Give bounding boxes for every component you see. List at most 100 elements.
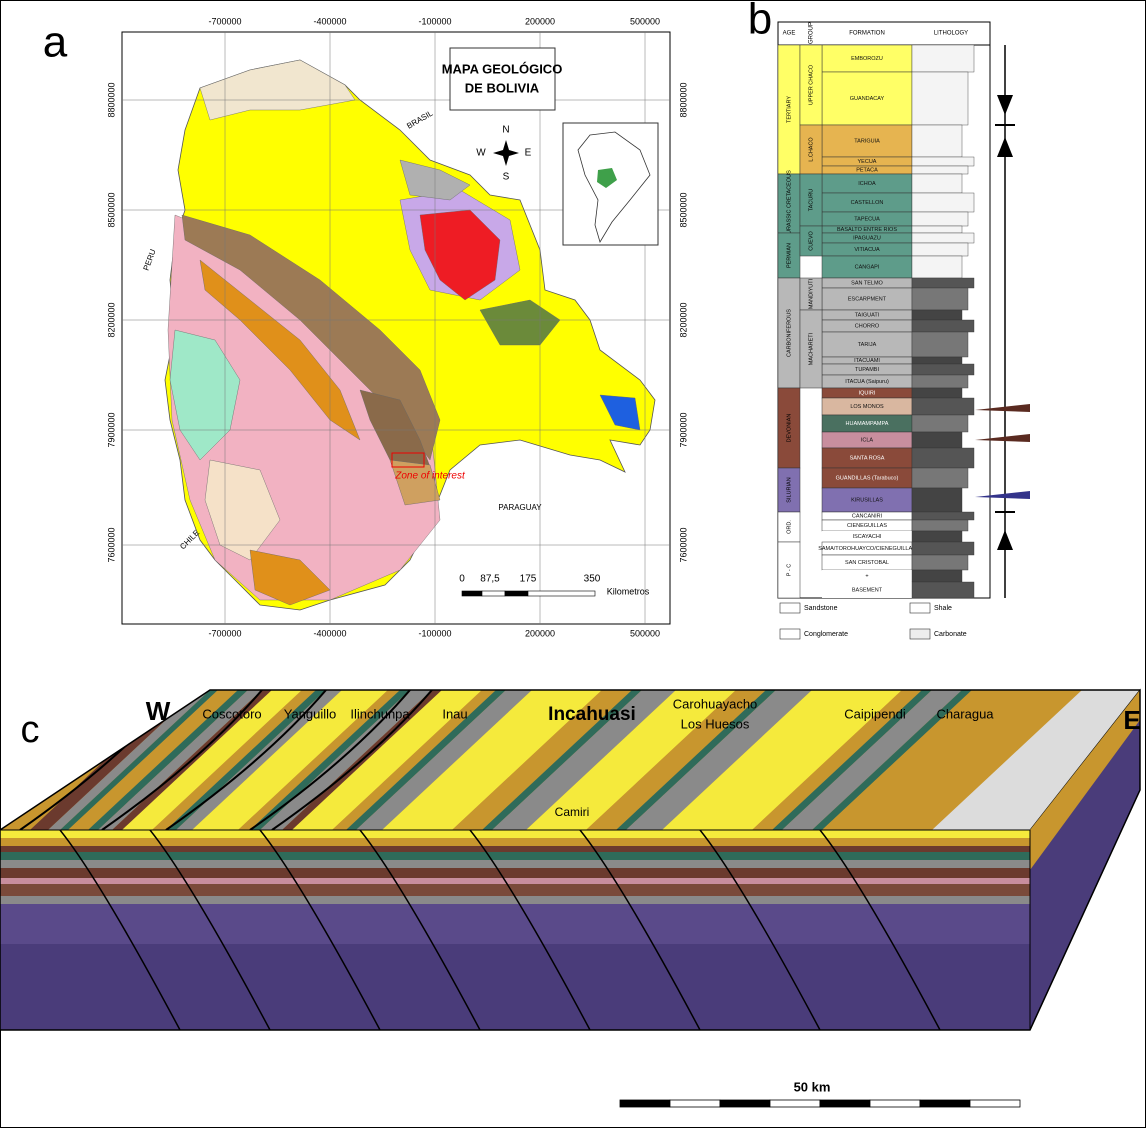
formation-name: TARIJA [858,342,877,348]
lithology-cell [912,520,968,531]
legend-swatch [780,603,800,613]
scale-bar-segment [505,591,528,596]
lithology-cell [912,332,968,357]
legend-swatch [780,629,800,639]
column-header: GROUP [809,22,815,44]
x-coordinate: 500000 [630,628,660,638]
place-name: Camiri [555,805,590,819]
legend-label: Conglomerate [804,631,848,638]
scale-bar-segment [670,1100,720,1107]
lithology-cell [912,193,974,212]
group-name: MACHARETI [808,332,814,365]
formation-name: LOS MONOS [850,404,884,410]
lithology-cell [912,278,974,288]
lithology-cell [912,256,962,278]
compass-label: S [503,172,510,183]
age-name: ORD. [786,520,792,534]
place-name: Incahuasi [548,704,636,725]
place-name: Caipipendi [844,706,906,721]
formation-name: CHORRO [855,323,880,329]
formation-name: TUPAMBI [855,367,880,373]
lithology-cell [912,375,968,388]
lithology-cell [912,212,968,226]
y-coordinate: 7900000 [678,412,688,447]
x-coordinate: -700000 [208,628,241,638]
scale-bar-segment [770,1100,820,1107]
scale-label: 87,5 [480,574,500,585]
place-name: Inau [442,706,467,721]
formation-name: ITACUAMI [854,358,880,364]
scale-bar-segment [970,1100,1020,1107]
formation-name: IQUIRI [859,390,876,396]
place-name: Ilinchunpa [350,706,410,721]
lithology-cell [912,531,962,542]
lithology-cell [912,388,962,398]
legend-swatch [910,603,930,613]
age-name: P - C [786,564,792,576]
formation-name: TAPECUA [854,216,880,222]
scale-label: 0 [459,574,465,585]
lithology-cell [912,398,974,415]
front-face [0,830,1030,1030]
formation-name: CANGAPI [855,264,880,270]
x-coordinate: -400000 [313,16,346,26]
lithology-cell [912,448,974,468]
page: { "panel_labels": {"a": "a", "b": "b", "… [0,0,1146,1128]
compass-label: W [476,148,486,159]
front-layer [0,884,1030,896]
front-layer [0,868,1030,878]
front-layer [0,944,1030,1030]
lithology-cell [912,582,974,598]
lithology-cell [912,570,962,582]
compass-label: N [502,125,509,136]
x-coordinate: -700000 [208,16,241,26]
formation-name: + [865,573,868,579]
legend-label: Carbonate [934,631,967,638]
front-layer [0,860,1030,868]
front-layer [0,846,1030,852]
formation-name: VITIACUA [854,247,880,253]
direction-label: W [146,696,171,726]
group-name: L.CHACO [808,137,814,162]
scale-bar-segment [720,1100,770,1107]
formation-name: TAIGUATI [855,312,880,318]
formation-name: GUANDACAY [850,96,885,102]
lithology-cell [912,72,968,125]
y-coordinate: 7900000 [106,412,116,447]
age-name: SILURIAN [786,477,792,502]
formation-name: BASALTO ENTRE RIOS [837,227,897,233]
group-name: CUEVO [808,231,814,251]
panel-label: b [748,0,772,44]
formation-name: KIRUSILLAS [851,497,883,503]
age-name: DEVONIAN [786,414,792,443]
legend-label: Sandstone [804,605,838,612]
lithology-cell [912,542,974,555]
front-layer [0,904,1030,944]
lithology-cell [912,488,962,512]
age-name: PERMIAN [786,243,792,268]
lithology-cell [912,364,974,375]
scale-bar-segment [820,1100,870,1107]
lithology-cell [912,310,962,320]
lithology-cell [912,468,968,488]
y-coordinate: 8500000 [678,192,688,227]
lithology-cell [912,512,974,520]
map-title: MAPA GEOLÓGICO [442,61,563,76]
formation-name: EMBOROZU [851,56,883,62]
y-coordinate: 8200000 [106,302,116,337]
panel-label: c [21,709,40,751]
scale-label: 175 [520,574,537,585]
lithology-cell [912,415,968,432]
age-name: JURASSIC CRETACEOUS [786,170,792,237]
map-title: DE BOLIVIA [465,80,540,95]
place-name: Los Huesos [681,716,750,731]
panel-label: a [43,18,68,67]
place-name: Charagua [936,706,994,721]
formation-name: SANTA ROSA [850,455,885,461]
y-coordinate: 8800000 [106,82,116,117]
column-header: AGE [783,31,796,37]
place-name: Carohuayacho [673,696,758,711]
lithology-cell [912,320,974,332]
x-coordinate: 200000 [525,628,555,638]
formation-name: GUANDILLAS (Tarabuco) [836,475,899,481]
